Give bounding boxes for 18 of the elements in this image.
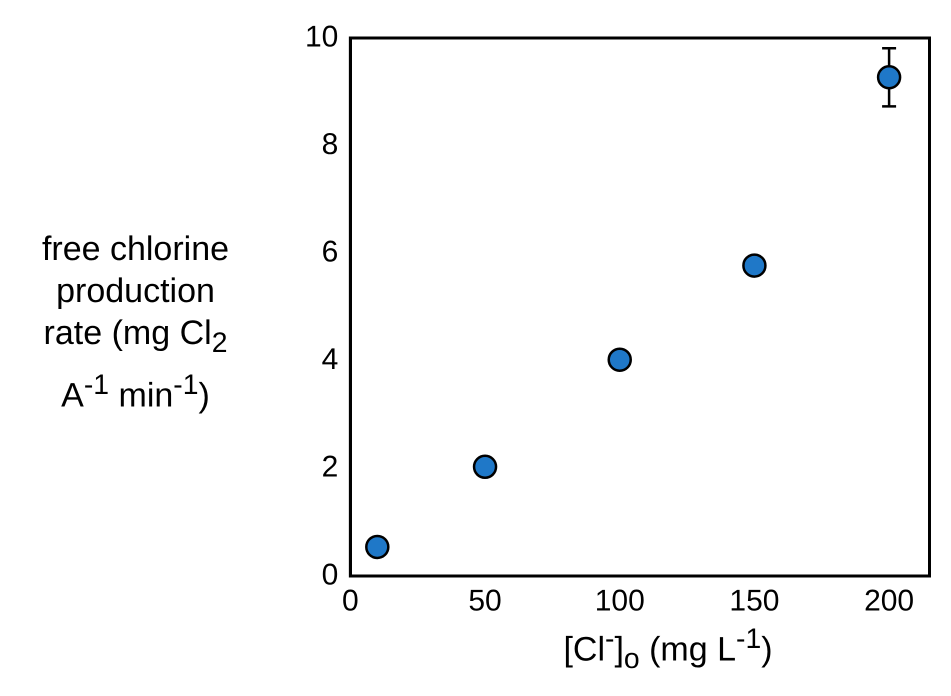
y-tick-label: 0 — [322, 558, 338, 592]
point — [876, 65, 902, 90]
y-tick-label: 8 — [322, 128, 338, 161]
point — [365, 534, 390, 560]
x-tick-label: 100 — [594, 584, 645, 618]
x-axis-title: [Cl$^{-}$]$_{o}$ (mg L$^{-1}$) — [562, 623, 774, 676]
x-tick-label: 0 — [342, 584, 359, 618]
x-tick-label: 200 — [864, 584, 914, 618]
x-tick-label: 150 — [729, 584, 780, 618]
y-tick-label: 10 — [304, 20, 338, 54]
point — [607, 347, 632, 372]
y-tick-label: 4 — [322, 343, 338, 376]
x-tick-label: 50 — [468, 584, 502, 618]
y-tick-label: 2 — [322, 450, 338, 484]
point — [472, 454, 498, 480]
y-tick-label: 6 — [322, 235, 338, 268]
point — [742, 253, 767, 278]
text: free chlorine production rate (mg Cl$_{2}$ A$^{-1}$ min$^{-1}$) — [42, 230, 230, 414]
